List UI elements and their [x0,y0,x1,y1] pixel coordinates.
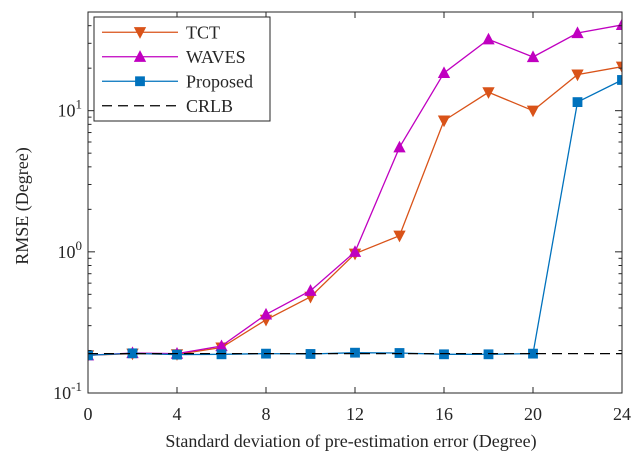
y-tick-label: 101 [58,97,83,121]
x-tick-label: 0 [84,404,93,424]
data-point [526,50,540,63]
data-point [572,97,583,108]
data-point [615,18,622,30]
legend-item-waves: WAVES [102,47,246,67]
legend-box [93,16,271,122]
legend-item-crlb: CRLB [102,96,233,116]
data-point [350,347,360,358]
data-point [526,105,540,118]
data-point [348,245,362,257]
series-clip-group [88,18,622,362]
data-point [437,66,451,79]
data-point [571,69,584,82]
y-tick-label: 100 [58,238,83,262]
legend-label: WAVES [186,47,246,67]
plot-frame [87,11,623,394]
data-point [437,115,451,128]
x-tick-label: 12 [346,404,364,424]
y-axis-label: RMSE (Degree) [12,147,33,264]
data-point [133,50,147,62]
legend-label: CRLB [186,96,233,116]
legend-label: Proposed [186,71,253,91]
x-tick-label: 8 [262,404,271,424]
x-axis-label: Standard deviation of pre-estimation err… [165,431,536,452]
data-point [393,140,406,153]
y-tick-label: 10-1 [53,379,82,403]
data-point [133,27,147,39]
x-tick-label: 16 [435,404,453,424]
data-point [615,61,622,74]
data-point [304,284,317,296]
legend: TCT WAVES Proposed CRLB [93,16,271,122]
axes-layer: 0 4 8 12 16 20 24 10-1 100 101 [53,11,631,424]
data-point [393,230,406,243]
data-point [482,87,495,99]
data-point [259,307,273,320]
x-tick-label: 24 [613,404,631,424]
data-point [88,350,93,361]
data-point [482,32,495,45]
legend-item-tct: TCT [102,22,220,42]
legend-label: TCT [186,22,220,42]
data-point [571,26,584,39]
x-tick-label: 20 [524,404,542,424]
series-layer [88,18,622,362]
data-point [172,349,182,360]
legend-item-proposed: Proposed [102,71,253,91]
x-tick-label: 4 [173,404,182,424]
data-point [617,75,622,85]
data-point [135,76,145,87]
